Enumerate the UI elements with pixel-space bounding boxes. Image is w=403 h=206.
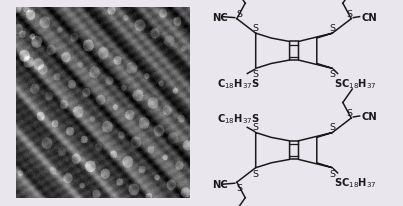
Text: NC: NC: [212, 13, 227, 22]
Text: SC$_{18}$H$_{37}$: SC$_{18}$H$_{37}$: [334, 176, 377, 189]
Text: NC: NC: [212, 179, 227, 189]
Text: S: S: [346, 10, 352, 19]
Text: CN: CN: [362, 111, 378, 121]
Text: S: S: [253, 24, 259, 33]
Text: S: S: [236, 10, 242, 19]
Text: S: S: [329, 70, 335, 79]
Text: S: S: [236, 183, 242, 192]
Text: C$_{18}$H$_{37}$S: C$_{18}$H$_{37}$S: [217, 77, 260, 90]
Text: SC$_{18}$H$_{37}$: SC$_{18}$H$_{37}$: [334, 77, 377, 90]
Text: S: S: [329, 123, 335, 132]
Text: S: S: [253, 169, 259, 178]
Text: CN: CN: [362, 13, 378, 22]
Text: S: S: [329, 169, 335, 178]
Text: S: S: [253, 70, 259, 79]
Text: S: S: [329, 24, 335, 33]
Text: S: S: [253, 123, 259, 132]
Text: C$_{18}$H$_{37}$S: C$_{18}$H$_{37}$S: [217, 112, 260, 125]
Text: S: S: [346, 109, 352, 118]
